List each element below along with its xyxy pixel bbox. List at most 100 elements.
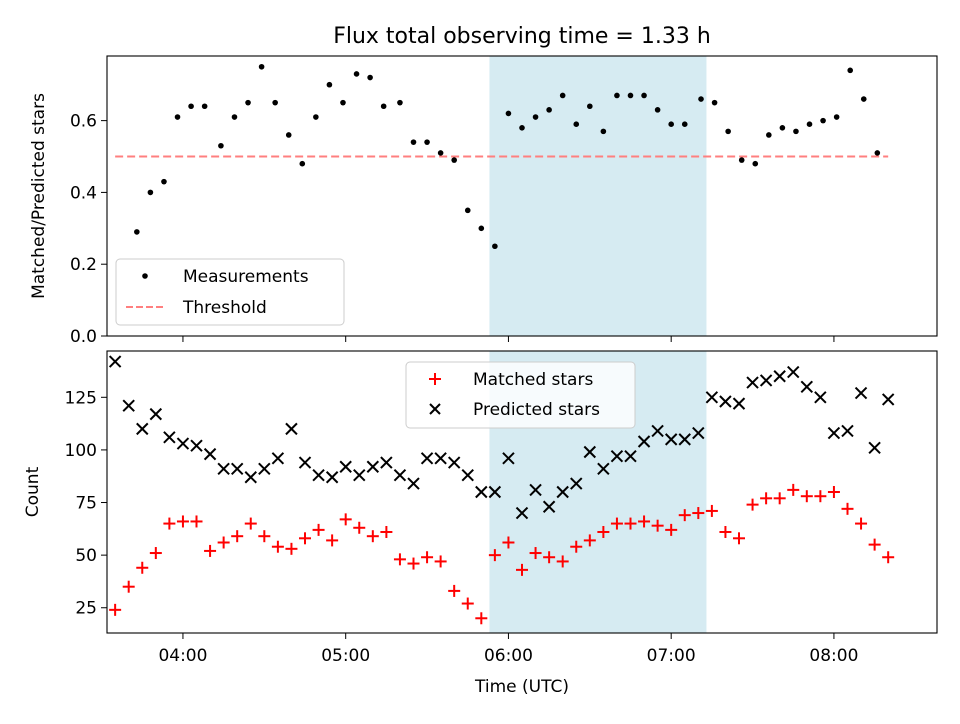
count-y-tick-label: 25: [75, 599, 97, 619]
measurement-point: [546, 107, 552, 113]
predicted-star-marker: [502, 452, 515, 465]
measurement-point: [641, 92, 647, 99]
count-frame: [106, 350, 938, 634]
ratio-frame: [106, 55, 938, 337]
matched-star-marker: [136, 561, 149, 574]
measurement-point: [793, 128, 799, 135]
count-y-tick-label: 100: [65, 441, 97, 461]
matched-star-marker: [271, 540, 284, 553]
matched-star-marker: [882, 551, 895, 564]
matched-star-marker: [516, 563, 528, 576]
matched-star-marker: [529, 547, 542, 560]
matched-star-marker: [868, 538, 881, 551]
predicted-star-marker: [325, 471, 339, 484]
count-legend-box: [405, 361, 636, 429]
matched-star-marker: [855, 517, 868, 530]
measurement-point: [698, 96, 704, 102]
measurement-point: [519, 124, 525, 131]
predicted-star-marker: [556, 485, 569, 499]
predicted-star-marker: [353, 468, 366, 482]
matched-star-marker: [827, 486, 840, 498]
matched-star-marker: [339, 513, 352, 526]
matched-star-marker: [312, 523, 325, 536]
predicted-star-marker: [570, 477, 583, 490]
measurement-point: [559, 92, 566, 99]
measurement-point: [397, 99, 403, 106]
matched-stars-points: [109, 483, 895, 625]
measurement-points: [134, 63, 881, 250]
ratio-y-tick-label: 0.4: [70, 183, 97, 203]
count-x-tick-label: 06:00: [484, 646, 533, 666]
predicted-star-marker: [651, 424, 664, 438]
legend-matched-label: Matched stars: [473, 370, 593, 390]
matched-star-marker: [488, 549, 501, 562]
matched-star-marker: [665, 523, 678, 536]
matched-star-marker: [800, 490, 813, 503]
matched-star-marker: [393, 553, 406, 566]
measurement-point: [847, 67, 854, 74]
matched-star-marker: [326, 534, 339, 547]
matched-star-marker: [746, 498, 759, 511]
measurement-point: [752, 160, 759, 167]
ratio-legend-box: [115, 258, 345, 326]
matched-star-marker: [421, 551, 434, 564]
measurement-point: [464, 207, 471, 214]
measurement-point: [380, 103, 387, 110]
measurement-point: [820, 117, 826, 124]
count-panel: 25 50 75 100 125 04:00 05:00 06:00 07:00 08:00 Co…: [23, 350, 938, 697]
matched-star-marker: [651, 519, 664, 532]
measurement-point: [573, 121, 580, 128]
measurement-point: [134, 229, 140, 235]
matched-star-marker: [461, 597, 474, 610]
measurement-point: [478, 225, 485, 232]
measurement-point: [258, 63, 265, 70]
measurement-point: [860, 96, 867, 102]
legend-predicted-marker: [429, 403, 441, 415]
measurement-point: [725, 128, 731, 135]
figure-title: Flux total observing time = 1.33 h: [333, 24, 711, 49]
measurement-point: [587, 103, 593, 110]
matched-star-marker: [244, 517, 257, 530]
measurement-point: [340, 99, 346, 106]
predicted-star-marker: [312, 468, 325, 482]
legend-predicted-label: Predicted stars: [473, 400, 600, 420]
matched-star-marker: [204, 544, 217, 557]
measurement-point: [231, 114, 238, 120]
measurement-point: [600, 128, 607, 135]
measurement-point: [492, 243, 498, 250]
predicted-star-marker: [447, 456, 461, 469]
predicted-star-marker: [122, 399, 135, 412]
matched-star-marker: [719, 525, 732, 538]
matched-star-marker: [773, 492, 786, 505]
x-axis-label: Time (UTC): [474, 677, 569, 697]
predicted-star-marker: [624, 450, 637, 463]
measurement-point: [299, 160, 306, 167]
matched-star-marker: [692, 507, 705, 520]
predicted-star-marker: [529, 483, 542, 497]
matched-star-marker: [583, 534, 596, 547]
count-y-axis-label: Count: [23, 466, 43, 517]
measurement-point: [285, 132, 292, 138]
matched-star-marker: [299, 532, 312, 545]
measurement-point: [410, 139, 417, 145]
predicted-star-marker: [366, 460, 380, 473]
predicted-star-marker: [542, 500, 556, 513]
matched-star-marker: [570, 540, 583, 553]
count-x-tick-label: 08:00: [809, 646, 858, 666]
count-y-tick-label: 125: [65, 388, 97, 408]
predicted-star-marker: [420, 452, 434, 465]
predicted-star-marker: [393, 468, 407, 482]
matched-star-marker: [610, 517, 623, 530]
matched-star-marker: [814, 490, 827, 503]
matched-star-marker: [149, 547, 162, 560]
measurement-point: [437, 150, 444, 156]
matched-star-marker: [163, 517, 176, 530]
predicted-star-marker: [271, 452, 285, 465]
predicted-star-marker: [800, 380, 814, 393]
predicted-star-marker: [868, 441, 881, 455]
legend-measurements-marker: [142, 273, 148, 279]
matched-star-marker: [705, 504, 718, 517]
predicted-star-marker: [773, 370, 786, 383]
matched-star-marker: [366, 530, 379, 543]
measurement-point: [766, 132, 772, 138]
